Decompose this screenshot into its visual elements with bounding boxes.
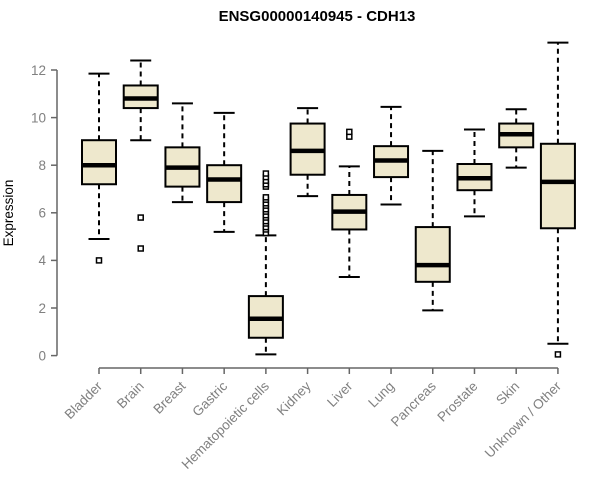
outlier-point: [262, 170, 270, 177]
outlier-point: [554, 351, 562, 358]
box-skin: [498, 108, 535, 169]
chart-title: ENSG00000140945 - CDH13: [219, 8, 416, 25]
box-brain: [122, 59, 159, 252]
outlier-point: [137, 245, 144, 252]
boxes-layer: [81, 41, 576, 358]
box-lung: [373, 105, 410, 206]
y-tick-label: 12: [31, 63, 46, 78]
y-tick-label: 0: [38, 348, 46, 363]
box-hematopoietic-cells: [247, 170, 284, 356]
outlier-point: [262, 194, 270, 201]
y-axis-label: Expression: [1, 180, 16, 247]
x-tick-label-unknown-other: Unknown / Other: [482, 378, 565, 461]
y-axis: 0 2 4 6 8 10 12: [31, 63, 58, 363]
x-tick-label-brain: Brain: [114, 379, 147, 412]
iqr-box: [81, 139, 117, 186]
box-bladder: [81, 72, 117, 264]
x-tick-label-liver: Liver: [324, 378, 356, 410]
box-gastric: [206, 111, 243, 233]
y-tick-label: 6: [38, 206, 46, 221]
x-tick-label-skin: Skin: [493, 379, 522, 408]
x-tick-label-lung: Lung: [365, 379, 397, 411]
x-tick-label-bladder: Bladder: [62, 378, 106, 422]
iqr-box: [539, 142, 576, 230]
x-tick-label-pancreas: Pancreas: [388, 378, 439, 429]
box-kidney: [289, 107, 326, 198]
box-pancreas: [414, 149, 451, 312]
x-tick-label-kidney: Kidney: [274, 378, 314, 418]
iqr-box: [414, 226, 451, 283]
box-unknown-other: [539, 41, 576, 358]
iqr-box: [206, 164, 243, 204]
y-tick-label: 4: [38, 253, 46, 268]
y-tick-label: 2: [38, 301, 46, 316]
box-breast: [164, 102, 201, 204]
outlier-point: [95, 257, 103, 264]
outlier-point: [137, 214, 144, 221]
y-tick-label: 10: [31, 110, 46, 125]
box-liver: [331, 128, 368, 279]
outlier-point: [346, 128, 353, 136]
x-tick-label-gastric: Gastric: [189, 378, 230, 419]
x-tick-label-prostate: Prostate: [434, 379, 480, 425]
x-tick-label-breast: Breast: [150, 378, 188, 416]
y-tick-label: 8: [38, 158, 46, 173]
box-prostate: [456, 128, 493, 218]
